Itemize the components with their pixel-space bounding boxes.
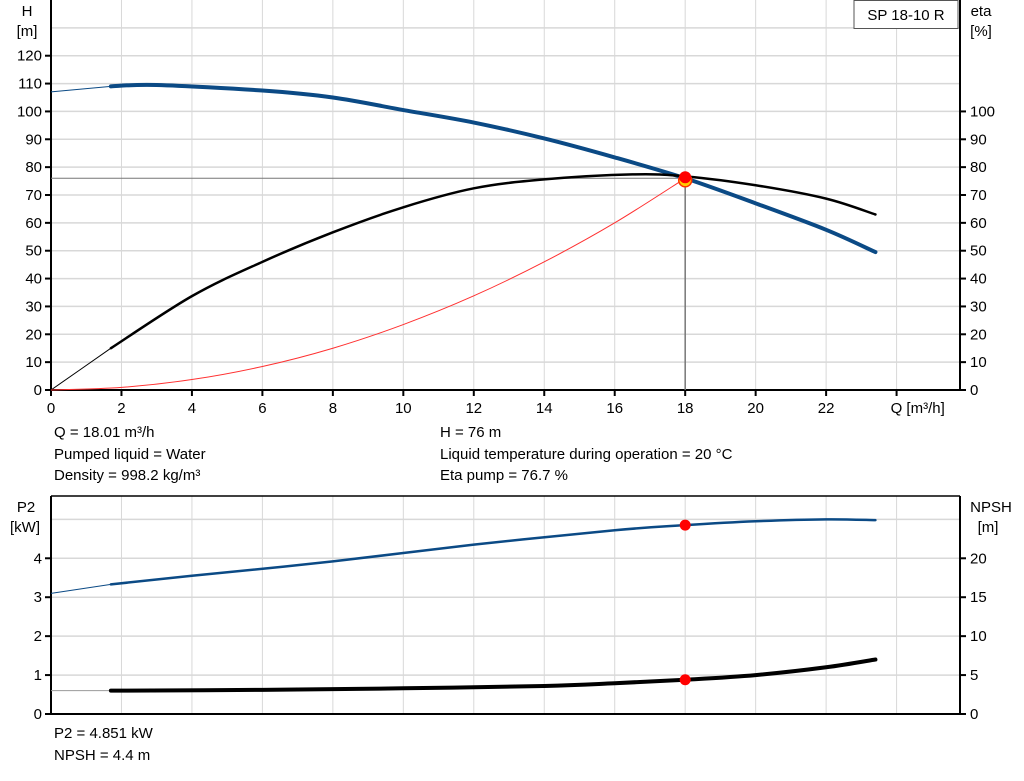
info-flow: Q = 18.01 m³/h	[54, 424, 155, 441]
head-chart-ytick-label: 110	[18, 76, 42, 93]
p2-duty-point-marker	[679, 519, 691, 531]
power-chart-ytick-label: 1	[34, 667, 42, 684]
head-curve-extrapolated	[50, 85, 111, 93]
head-chart-xtick-label: 8	[329, 400, 337, 417]
head-chart-ytick-label: 100	[17, 103, 42, 120]
head-chart-y2label-unit: [%]	[970, 23, 992, 40]
head-chart-ylabel-unit: [m]	[17, 23, 38, 40]
head-chart-y2tick-label: 0	[970, 382, 978, 399]
info-pumped-liquid: Pumped liquid = Water	[54, 446, 206, 463]
power-chart-y2tick-label: 20	[970, 550, 987, 567]
head-chart-ytick-label: 10	[25, 354, 42, 371]
head-chart-ytick-label: 0	[34, 382, 42, 399]
head-chart-ytick-label: 90	[25, 131, 42, 148]
head-chart-y2tick-label: 100	[970, 103, 995, 120]
eta-curve	[109, 172, 877, 350]
power-chart-y2tick-label: 5	[970, 667, 978, 684]
npsh-curve	[108, 657, 878, 693]
head-chart-xtick-label: 6	[258, 400, 266, 417]
head-chart-y2tick-label: 30	[970, 298, 987, 315]
npsh-duty-point-marker	[679, 674, 691, 686]
head-chart-ytick-label: 70	[25, 187, 42, 204]
power-chart-y2tick-label: 15	[970, 589, 987, 606]
head-chart-xtick-label: 14	[536, 400, 553, 417]
head-chart-ytick-label: 80	[25, 159, 42, 176]
head-chart-xtick-label: 12	[465, 400, 482, 417]
info-eta: Eta pump = 76.7 %	[440, 467, 568, 484]
power-chart-ytick-label: 4	[34, 550, 42, 567]
power-chart-ylabel-unit: [kW]	[10, 519, 40, 536]
head-chart-ytick-label: 30	[25, 298, 42, 315]
info-p2: P2 = 4.851 kW	[54, 725, 153, 742]
head-chart-y2tick-label: 80	[970, 159, 987, 176]
head-chart-xtick-label: 18	[677, 400, 694, 417]
head-chart-y2tick-label: 40	[970, 271, 987, 288]
head-chart-ylabel: H	[22, 3, 33, 20]
head-chart-xtick-label: 20	[747, 400, 764, 417]
info-head: H = 76 m	[440, 424, 502, 441]
head-chart-y2label: eta	[971, 3, 993, 20]
power-chart-ytick-label: 0	[34, 706, 42, 723]
legend-box	[853, 0, 959, 29]
head-chart-y2tick-label: 50	[970, 243, 987, 260]
head-chart-y2tick-label: 90	[970, 131, 987, 148]
head-chart-xlabel: Q [m³/h]	[891, 400, 945, 417]
head-chart-ytick-label: 40	[25, 271, 42, 288]
duty-point-marker	[679, 171, 692, 184]
power-chart-y2label: NPSH	[970, 499, 1012, 516]
eta-curve-extrapolated	[50, 347, 112, 391]
head-chart-y2tick-label: 60	[970, 215, 987, 232]
p2-curve-extrapolated	[50, 583, 111, 594]
info-npsh: NPSH = 4.4 m	[54, 747, 151, 764]
head-chart-y2tick-label: 10	[970, 354, 987, 371]
head-chart-ytick-label: 50	[25, 243, 42, 260]
head-chart-y2tick-label: 20	[970, 326, 987, 343]
power-chart-y2label-unit: [m]	[978, 519, 999, 536]
head-curve	[108, 82, 878, 255]
power-chart-y2tick-label: 0	[970, 706, 978, 723]
head-chart-xtick-label: 22	[818, 400, 835, 417]
head-chart-xtick-label: 10	[395, 400, 412, 417]
head-chart-ytick-label: 120	[17, 48, 42, 65]
legend-pump-name: SP 18-10 R	[867, 7, 944, 24]
system-curve	[50, 177, 686, 391]
power-chart-y2tick-label: 10	[970, 628, 987, 645]
head-chart-xtick-label: 4	[188, 400, 196, 417]
head-chart-xtick-label: 0	[47, 400, 55, 417]
power-chart-ylabel: P2	[17, 499, 35, 516]
head-chart-y2tick-label: 70	[970, 187, 987, 204]
head-chart-ytick-label: 20	[25, 326, 42, 343]
head-chart-ytick-label: 60	[25, 215, 42, 232]
info-density: Density = 998.2 kg/m³	[54, 467, 201, 484]
p2-curve	[109, 518, 877, 586]
head-chart-xtick-label: 16	[606, 400, 623, 417]
power-chart-ytick-label: 3	[34, 589, 42, 606]
head-chart-xtick-label: 2	[117, 400, 125, 417]
info-temperature: Liquid temperature during operation = 20…	[440, 446, 733, 463]
power-chart-ytick-label: 2	[34, 628, 42, 645]
